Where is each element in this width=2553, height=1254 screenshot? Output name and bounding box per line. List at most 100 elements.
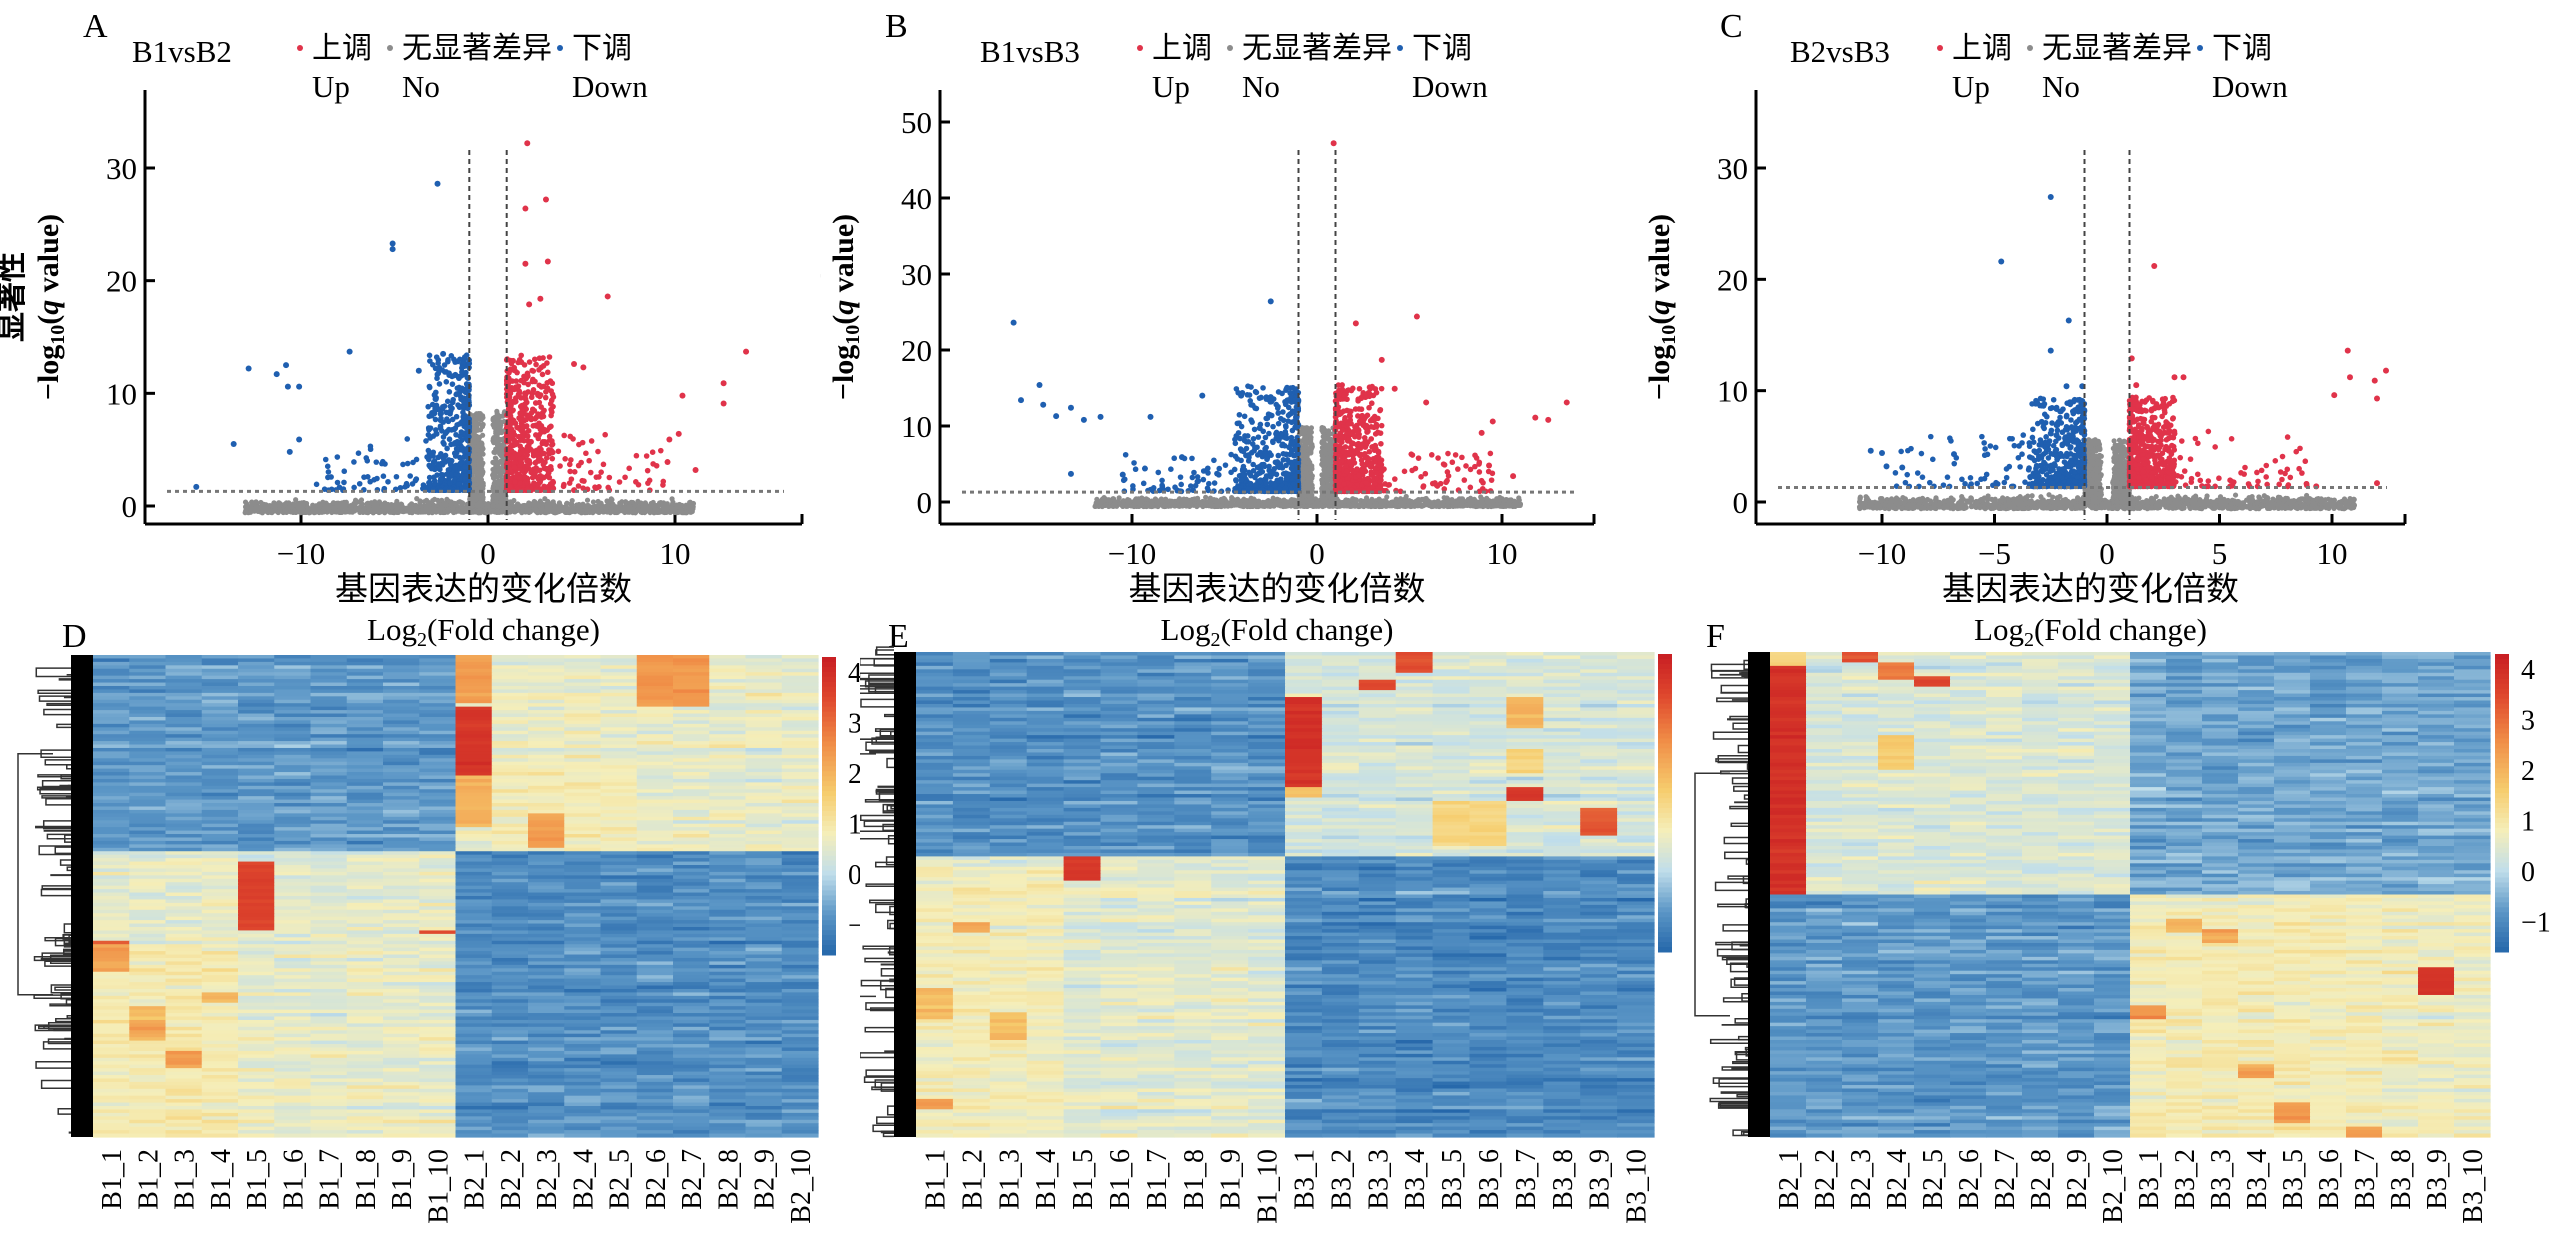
point-down	[426, 479, 433, 486]
point-up	[602, 431, 608, 438]
y-tick-label: 30	[901, 257, 932, 292]
point-down	[324, 463, 331, 470]
point-ns	[272, 503, 278, 509]
y-tick-label: 50	[901, 105, 932, 140]
point-ns	[1093, 503, 1099, 509]
point-up	[598, 469, 604, 475]
point-down	[433, 389, 439, 396]
point-down	[404, 460, 411, 467]
point-ns	[1422, 496, 1428, 502]
point-down	[446, 436, 453, 443]
point-ns	[366, 505, 372, 512]
point-ns	[498, 496, 504, 502]
y-axis-label-cn: 显著性	[820, 252, 824, 342]
point-ns	[441, 500, 448, 506]
point-up	[541, 450, 547, 457]
point-ns	[1148, 500, 1154, 506]
panel-letter-d: D	[62, 618, 87, 655]
point-up	[529, 367, 535, 374]
point-ns	[1125, 499, 1131, 506]
point-down	[459, 369, 465, 375]
point-down	[380, 458, 386, 465]
point-ns	[654, 507, 660, 513]
point-down	[456, 375, 462, 382]
point-ns	[1396, 503, 1402, 509]
point-up	[633, 452, 640, 459]
point-ns	[373, 505, 379, 512]
point-up	[583, 450, 589, 457]
point-ns	[347, 509, 353, 515]
point-down	[451, 426, 458, 433]
point-ns	[435, 497, 441, 503]
point-down	[461, 464, 468, 471]
point-up	[649, 449, 656, 456]
point-ns	[642, 509, 648, 516]
point-ns	[1119, 503, 1126, 509]
point-ns	[1434, 500, 1440, 506]
panel-letter-f: F	[1706, 618, 1725, 655]
point-up-outlier	[526, 301, 533, 308]
point-down	[438, 471, 445, 478]
point-ns	[364, 501, 370, 507]
y-tick-label: 0	[917, 485, 933, 520]
x-axis-label-en: Log2(Fold change)	[367, 612, 600, 650]
point-up	[523, 406, 529, 412]
point-down	[456, 480, 462, 487]
point-ns	[342, 509, 348, 515]
point-up	[521, 362, 528, 368]
point-up	[508, 360, 515, 367]
point-ns	[478, 484, 484, 490]
point-up	[536, 367, 542, 373]
point-up-outlier	[675, 430, 682, 437]
legend-marker-up	[297, 45, 303, 51]
point-ns	[561, 506, 567, 512]
point-down	[456, 385, 463, 392]
point-up-outlier	[542, 196, 549, 203]
point-up	[562, 456, 568, 462]
point-up	[541, 426, 547, 433]
point-up	[514, 369, 520, 376]
point-ns	[1372, 501, 1378, 507]
x-tick-label: 10	[1487, 536, 1518, 571]
point-up	[594, 485, 600, 491]
point-up	[587, 469, 594, 476]
point-ns	[1441, 495, 1447, 501]
point-up	[518, 411, 524, 417]
y-label-part: −log	[827, 345, 860, 400]
chart-title: B1vsB3	[980, 34, 1080, 69]
point-down	[435, 360, 441, 366]
point-up	[518, 459, 524, 466]
point-down	[444, 398, 451, 405]
point-ns	[499, 428, 505, 434]
point-down	[466, 360, 473, 367]
point-down	[459, 365, 465, 371]
point-up	[616, 479, 623, 485]
point-down	[437, 476, 444, 482]
y-tick-label: 0	[122, 489, 138, 524]
point-ns	[519, 510, 525, 516]
point-up-outlier	[664, 459, 671, 466]
point-down	[444, 471, 450, 477]
point-down	[380, 473, 387, 479]
point-up	[586, 457, 592, 464]
point-ns	[471, 419, 477, 425]
point-ns	[298, 504, 305, 510]
point-up-outlier	[580, 364, 587, 371]
point-down	[435, 454, 442, 461]
point-down	[466, 479, 473, 486]
point-ns	[1116, 495, 1122, 501]
point-up	[549, 391, 556, 398]
x-tick-label: 10	[660, 536, 691, 571]
point-up	[567, 468, 573, 475]
y-tick-label: 10	[106, 376, 137, 411]
point-down-outlier	[193, 483, 200, 490]
point-up	[507, 483, 513, 490]
point-ns	[394, 498, 400, 504]
point-ns	[674, 502, 680, 508]
point-ns	[500, 508, 506, 514]
point-ns	[617, 504, 624, 510]
point-ns	[602, 503, 609, 510]
point-down	[443, 409, 450, 416]
point-down	[437, 423, 444, 429]
point-ns	[1427, 500, 1433, 506]
